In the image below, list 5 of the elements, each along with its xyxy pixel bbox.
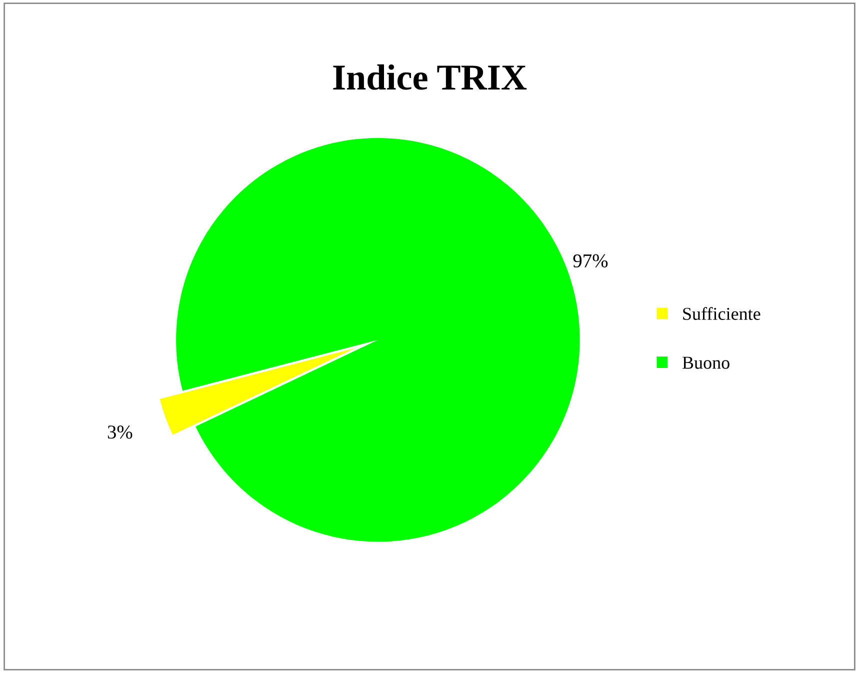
legend-label: Buono [682, 356, 730, 369]
data-label: 3% [108, 426, 132, 439]
chart-title: Indice TRIX [333, 64, 527, 90]
legend-label: Sufficiente [683, 307, 760, 320]
data-label: 97% [573, 254, 608, 268]
